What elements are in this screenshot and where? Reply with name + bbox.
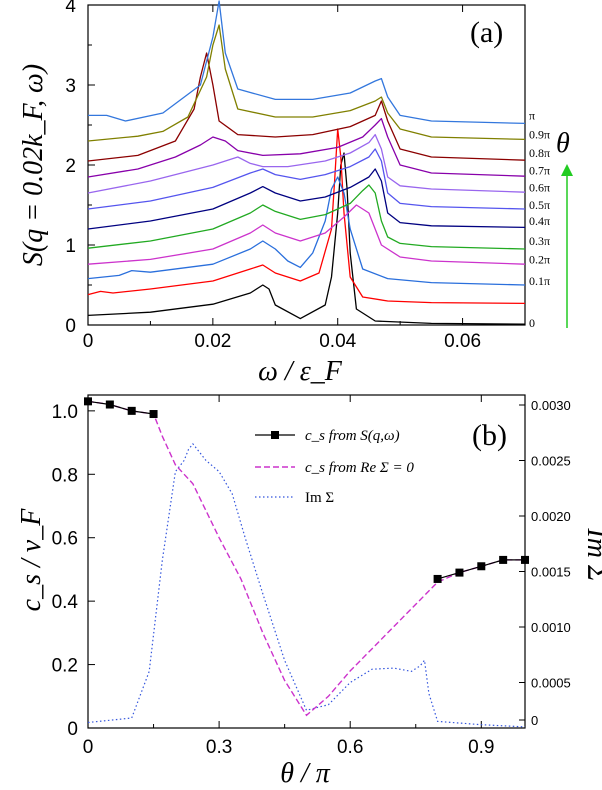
y-tick-label-b: 0 [67, 719, 78, 740]
theta-label: 0.3π [529, 234, 550, 248]
y-right-tick-label-b: 0.0030 [531, 398, 571, 413]
series-line-10 [87, 24, 526, 142]
cs-marker [105, 400, 114, 409]
legend-label: c_s from S(q,ω) [305, 428, 400, 444]
y-right-tick-label-b: 0.0025 [531, 454, 571, 469]
theta-label: 0.1π [529, 274, 550, 288]
series-line-8 [87, 117, 526, 178]
panel-label-b: (b) [472, 419, 507, 452]
series-line-3 [87, 204, 526, 265]
theta-label: 0.2π [529, 252, 550, 266]
theta-label: 0 [529, 316, 535, 330]
y-tick-label-b: 0.4 [52, 592, 79, 613]
theta-label: 0.5π [529, 198, 550, 212]
x-tick-label-b: 0 [83, 737, 94, 758]
cs-marker [455, 568, 464, 577]
legend-label: Im Σ [305, 490, 334, 506]
y-tick-label-a: 0 [65, 316, 76, 337]
series-line-6 [87, 148, 526, 210]
theta-label: 0.9π [529, 128, 550, 142]
y-tick-label-b: 0.6 [52, 529, 78, 550]
x-axis-label-b: θ / π [280, 758, 331, 789]
cs-marker [521, 555, 529, 564]
series-line-0 [87, 152, 526, 325]
series-line-4 [87, 184, 526, 250]
panel-a: 0 0.02 0.04 0.06 0 1 2 3 4 π 0.9π 0.8π 0.7π 0.6π 0.5π 0… [18, 0, 573, 387]
series-line-11 [88, 0, 526, 125]
y-right-tick-label-b: 0.0010 [531, 620, 571, 635]
y-right-tick-label-b: 0.0020 [531, 509, 571, 524]
cs-marker [127, 406, 136, 415]
legend-label: c_s from Re Σ = 0 [305, 460, 414, 476]
y-tick-label-b: 0.8 [52, 465, 78, 486]
y-right-tick-label-b: 0.0015 [531, 565, 571, 580]
x-tick-label-b: 0.3 [206, 737, 232, 758]
cs-marker [433, 574, 442, 583]
y-tick-label-b: 1.0 [52, 402, 78, 423]
y-tick-label-b: 0.2 [52, 656, 78, 677]
x-tick-label-a: 0.06 [444, 331, 481, 352]
plot-frame-a [87, 4, 526, 326]
theta-label: 0.7π [529, 164, 550, 178]
theta-arrow-head [561, 164, 573, 176]
y-axis-label-b: c_s / v_F [16, 508, 47, 612]
y-tick-label-a: 2 [65, 156, 76, 177]
x-tick-label-a: 0.02 [194, 331, 231, 352]
y-right-tick-label-b: 0 [531, 713, 538, 728]
y-right-axis-label-b: Im Σ [581, 527, 602, 582]
cs-marker [84, 397, 92, 406]
y-tick-label-a: 4 [65, 0, 76, 17]
panel-label-a: (a) [470, 16, 503, 49]
y-right-tick-label-b: 0.0005 [531, 676, 571, 691]
re-sigma-line [87, 400, 525, 717]
x-tick-label-a: 0.04 [319, 331, 356, 352]
im-sigma-line [87, 442, 526, 728]
x-axis-label-a: ω / ε_F [258, 356, 343, 387]
x-tick-label-b: 0.9 [468, 737, 494, 758]
series-line-2 [87, 176, 526, 286]
y-tick-label-a: 3 [65, 76, 76, 97]
series-line-7 [87, 133, 526, 194]
theta-label: 0.8π [529, 146, 550, 160]
series-line-1 [87, 128, 526, 305]
theta-title: θ [556, 128, 570, 159]
cs-marker [499, 555, 508, 564]
x-tick-label-b: 0.6 [337, 737, 363, 758]
panel-b: 0 0.3 0.6 0.9 0 0.2 0.4 0.6 0.8 1.0 0 0.0005 0.0010 0… [16, 394, 602, 789]
series-line-5 [87, 168, 526, 230]
cs-marker [149, 410, 158, 419]
theta-label: 0.4π [529, 214, 550, 228]
x-tick-label-a: 0 [83, 331, 94, 352]
y-axis-label-a: S(q = 0.02k_F, ω) [18, 64, 49, 266]
theta-label: π [529, 108, 535, 122]
cs-line-segment-0 [87, 400, 154, 415]
theta-label: 0.6π [529, 180, 550, 194]
plot-frame-b [87, 394, 526, 729]
series-line-9 [87, 52, 526, 162]
cs-marker [477, 562, 486, 571]
legend-marker-cs [271, 431, 279, 439]
y-tick-label-a: 1 [65, 236, 76, 257]
